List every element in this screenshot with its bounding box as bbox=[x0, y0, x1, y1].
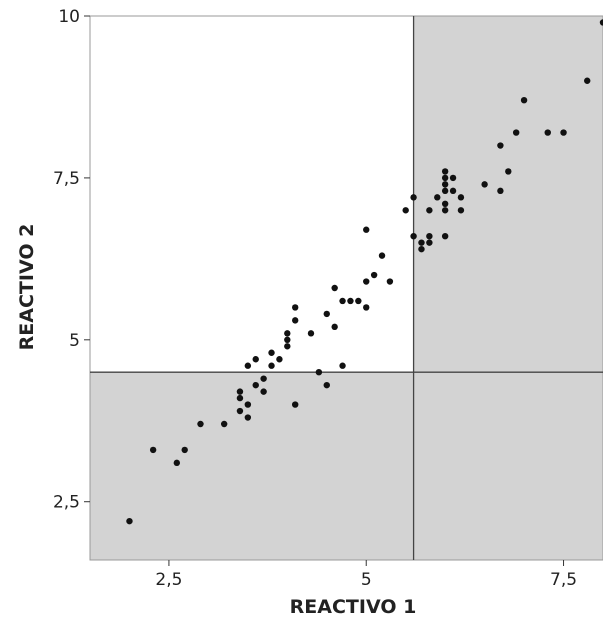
data-point bbox=[441, 174, 449, 182]
data-point bbox=[260, 375, 267, 382]
x-tick-label: 2,5 bbox=[155, 570, 182, 590]
shaded-quadrant-bottom-left bbox=[90, 372, 414, 560]
data-point bbox=[505, 168, 512, 175]
data-point bbox=[520, 96, 528, 104]
data-point bbox=[252, 381, 259, 389]
y-tick-label: 5 bbox=[69, 331, 80, 351]
data-point bbox=[497, 187, 504, 195]
data-point bbox=[426, 207, 433, 214]
data-point bbox=[363, 226, 370, 233]
y-tick-label: 2,5 bbox=[53, 493, 80, 513]
data-point bbox=[284, 336, 291, 344]
data-point bbox=[584, 77, 591, 84]
data-point bbox=[244, 414, 252, 421]
data-point bbox=[363, 278, 370, 285]
data-point bbox=[220, 420, 228, 428]
data-point bbox=[426, 232, 433, 240]
data-point bbox=[236, 388, 244, 395]
shaded-quadrant-top-right bbox=[413, 16, 603, 373]
data-point bbox=[512, 129, 520, 136]
data-point bbox=[363, 304, 370, 311]
y-tick-label: 7,5 bbox=[53, 169, 80, 189]
data-point bbox=[268, 349, 275, 356]
data-point bbox=[323, 310, 330, 318]
data-point bbox=[441, 187, 449, 195]
data-point bbox=[284, 343, 291, 350]
data-point bbox=[457, 194, 465, 201]
data-point bbox=[449, 187, 457, 195]
data-point bbox=[244, 401, 252, 408]
y-axis-ticks: 2,5 5 7,5 10 bbox=[53, 7, 90, 513]
data-point bbox=[260, 388, 267, 395]
data-point bbox=[292, 317, 299, 324]
data-point bbox=[292, 401, 299, 408]
data-point bbox=[149, 446, 157, 454]
data-point bbox=[252, 356, 259, 363]
data-point bbox=[441, 200, 449, 208]
data-point bbox=[434, 194, 441, 201]
data-point bbox=[426, 239, 433, 246]
data-point bbox=[173, 459, 181, 467]
data-point bbox=[441, 181, 449, 188]
plot-border bbox=[89, 15, 603, 561]
shaded-quadrant-bottom-right bbox=[413, 372, 603, 560]
data-points bbox=[126, 19, 603, 525]
y-tick-label: 10 bbox=[58, 7, 80, 27]
data-point bbox=[276, 356, 283, 363]
data-point bbox=[307, 330, 315, 337]
data-point bbox=[410, 194, 417, 201]
data-point bbox=[339, 297, 346, 305]
data-point bbox=[418, 245, 425, 253]
data-point bbox=[418, 239, 425, 246]
data-point bbox=[560, 129, 567, 136]
data-point bbox=[236, 394, 244, 402]
data-point bbox=[481, 181, 488, 188]
data-point bbox=[197, 420, 204, 428]
data-point bbox=[339, 362, 346, 369]
data-point bbox=[355, 297, 362, 305]
data-point bbox=[441, 232, 449, 240]
y-axis-title: REACTIVO 2 bbox=[16, 224, 38, 351]
data-point bbox=[315, 368, 323, 376]
data-point bbox=[323, 381, 330, 389]
data-point bbox=[370, 271, 378, 279]
data-point bbox=[268, 362, 275, 369]
data-point bbox=[292, 304, 299, 311]
data-point bbox=[457, 207, 465, 214]
data-point bbox=[181, 446, 188, 454]
plot-frame bbox=[89, 15, 603, 561]
data-point bbox=[449, 174, 457, 182]
x-axis-title: REACTIVO 1 bbox=[290, 596, 417, 618]
x-tick-label: 7,5 bbox=[550, 570, 577, 590]
data-point bbox=[410, 232, 417, 240]
quadrant-shading bbox=[90, 16, 603, 560]
x-tick-label: 5 bbox=[361, 570, 372, 590]
data-point bbox=[544, 129, 551, 136]
data-point bbox=[441, 207, 449, 214]
data-point bbox=[402, 207, 409, 214]
data-point bbox=[331, 323, 338, 331]
data-point bbox=[126, 517, 133, 525]
data-point bbox=[236, 407, 244, 415]
data-point bbox=[284, 330, 291, 337]
data-point bbox=[347, 297, 354, 305]
reference-lines bbox=[90, 16, 603, 560]
data-point bbox=[244, 362, 252, 369]
data-point bbox=[441, 168, 449, 175]
data-point bbox=[386, 278, 394, 285]
data-point bbox=[497, 142, 504, 149]
data-point bbox=[331, 284, 338, 292]
x-axis-ticks: 2,5 5 7,5 bbox=[155, 560, 577, 590]
data-point bbox=[378, 252, 386, 259]
data-point bbox=[599, 19, 603, 26]
